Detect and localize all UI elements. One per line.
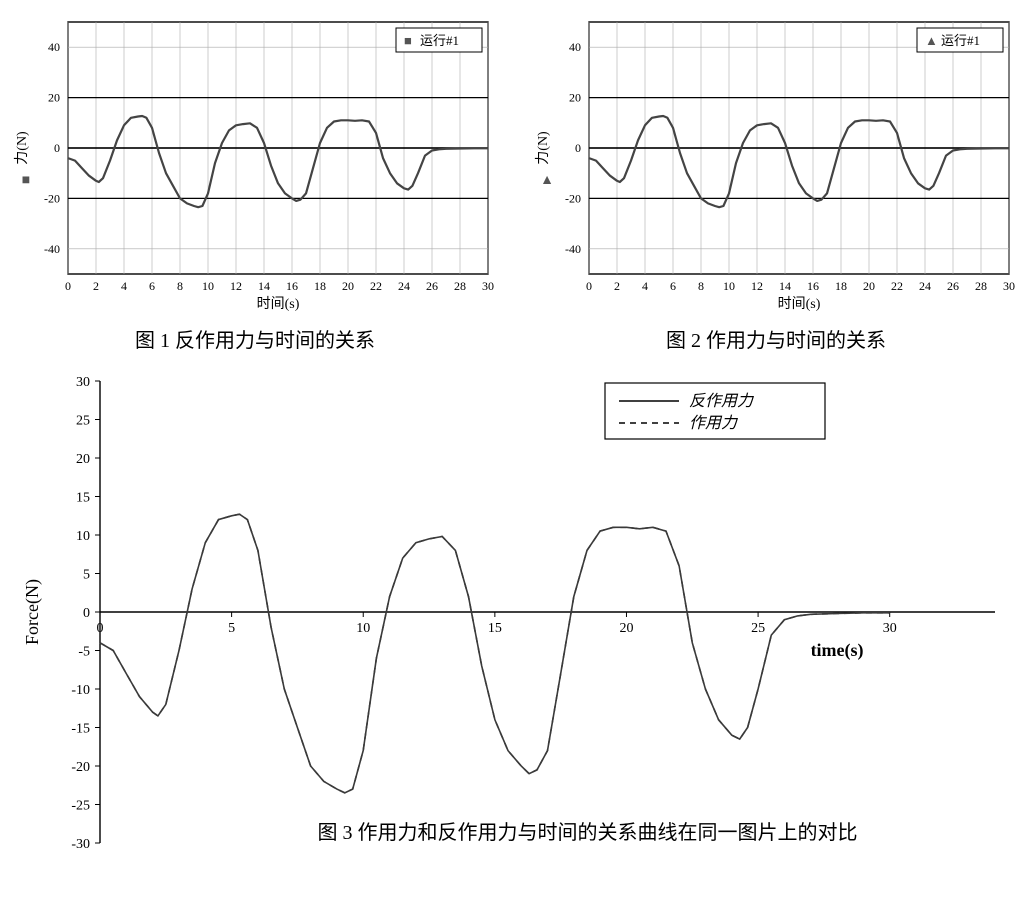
svg-text:28: 28: [975, 279, 987, 293]
svg-text:15: 15: [488, 621, 502, 636]
svg-text:18: 18: [835, 279, 847, 293]
svg-text:30: 30: [1003, 279, 1015, 293]
svg-text:18: 18: [314, 279, 326, 293]
svg-text:运行#1: 运行#1: [941, 33, 980, 48]
svg-text:-20: -20: [71, 760, 90, 775]
svg-text:运行#1: 运行#1: [420, 33, 459, 48]
svg-text:0: 0: [83, 606, 90, 621]
svg-text:时间(s): 时间(s): [257, 296, 300, 312]
svg-text:0: 0: [65, 279, 71, 293]
svg-text:作用力: 作用力: [689, 414, 739, 432]
chart1-block: 024681012141618202224262830-40-2002040时间…: [10, 10, 500, 353]
svg-text:▲: ▲: [925, 33, 938, 48]
chart1: 024681012141618202224262830-40-2002040时间…: [10, 10, 500, 320]
top-row: 024681012141618202224262830-40-2002040时间…: [10, 10, 1021, 353]
svg-text:力(N): 力(N): [14, 131, 30, 165]
svg-text:12: 12: [751, 279, 763, 293]
svg-text:6: 6: [149, 279, 155, 293]
svg-text:10: 10: [76, 529, 90, 544]
svg-text:-30: -30: [71, 837, 90, 852]
svg-text:26: 26: [947, 279, 959, 293]
svg-text:30: 30: [76, 375, 90, 390]
svg-text:10: 10: [202, 279, 214, 293]
svg-text:10: 10: [356, 621, 370, 636]
chart2-caption: 图 2 作用力与时间的关系: [666, 324, 886, 353]
svg-text:20: 20: [76, 452, 90, 467]
svg-text:30: 30: [482, 279, 494, 293]
svg-text:6: 6: [670, 279, 676, 293]
svg-text:Force(N): Force(N): [22, 579, 43, 645]
svg-text:26: 26: [426, 279, 438, 293]
svg-text:5: 5: [228, 621, 235, 636]
svg-text:20: 20: [342, 279, 354, 293]
svg-text:图 3 作用力和反作用力与时间的关系曲线在同一图片上的对比: 图 3 作用力和反作用力与时间的关系曲线在同一图片上的对比: [318, 821, 858, 844]
svg-text:25: 25: [751, 621, 765, 636]
svg-text:15: 15: [76, 491, 90, 506]
svg-text:0: 0: [97, 621, 104, 636]
svg-text:▲: ▲: [540, 173, 554, 188]
svg-text:24: 24: [919, 279, 931, 293]
svg-text:40: 40: [48, 40, 60, 54]
svg-text:20: 20: [863, 279, 875, 293]
svg-text:2: 2: [93, 279, 99, 293]
svg-text:time(s): time(s): [811, 640, 864, 661]
svg-text:-25: -25: [71, 799, 90, 814]
svg-text:-10: -10: [71, 683, 90, 698]
svg-text:反作用力: 反作用力: [689, 392, 755, 410]
svg-text:时间(s): 时间(s): [778, 296, 821, 312]
svg-text:2: 2: [614, 279, 620, 293]
svg-text:0: 0: [586, 279, 592, 293]
svg-text:14: 14: [258, 279, 270, 293]
svg-text:■: ■: [404, 33, 412, 48]
svg-text:28: 28: [454, 279, 466, 293]
svg-text:40: 40: [569, 40, 581, 54]
svg-text:22: 22: [370, 279, 382, 293]
svg-text:-15: -15: [71, 722, 90, 737]
chart2: 024681012141618202224262830-40-2002040时间…: [531, 10, 1021, 320]
svg-text:8: 8: [177, 279, 183, 293]
svg-text:-20: -20: [565, 191, 581, 205]
chart3: -30 -25 -20 -15 -10 -5 0 5 10 15 20 25 30 0 5 10 15 20 25 3…: [10, 363, 1015, 873]
svg-text:-20: -20: [44, 191, 60, 205]
svg-text:8: 8: [698, 279, 704, 293]
svg-text:16: 16: [807, 279, 819, 293]
svg-text:-40: -40: [565, 242, 581, 256]
chart1-caption: 图 1 反作用力与时间的关系: [135, 324, 375, 353]
svg-text:10: 10: [723, 279, 735, 293]
chart3-block: -30 -25 -20 -15 -10 -5 0 5 10 15 20 25 30 0 5 10 15 20 25 3…: [10, 363, 1021, 873]
svg-text:0: 0: [575, 141, 581, 155]
svg-text:20: 20: [48, 91, 60, 105]
chart2-block: 024681012141618202224262830-40-2002040时间…: [531, 10, 1021, 353]
svg-text:20: 20: [569, 91, 581, 105]
svg-text:12: 12: [230, 279, 242, 293]
svg-text:25: 25: [76, 414, 90, 429]
svg-text:30: 30: [883, 621, 897, 636]
svg-text:0: 0: [54, 141, 60, 155]
svg-text:24: 24: [398, 279, 410, 293]
svg-text:■: ■: [22, 173, 30, 188]
svg-text:14: 14: [779, 279, 791, 293]
svg-text:16: 16: [286, 279, 298, 293]
svg-text:22: 22: [891, 279, 903, 293]
svg-text:20: 20: [619, 621, 633, 636]
svg-text:-5: -5: [78, 645, 90, 660]
svg-text:5: 5: [83, 568, 90, 583]
svg-text:-40: -40: [44, 242, 60, 256]
svg-text:力(N): 力(N): [535, 131, 551, 165]
svg-text:4: 4: [121, 279, 127, 293]
svg-text:4: 4: [642, 279, 648, 293]
